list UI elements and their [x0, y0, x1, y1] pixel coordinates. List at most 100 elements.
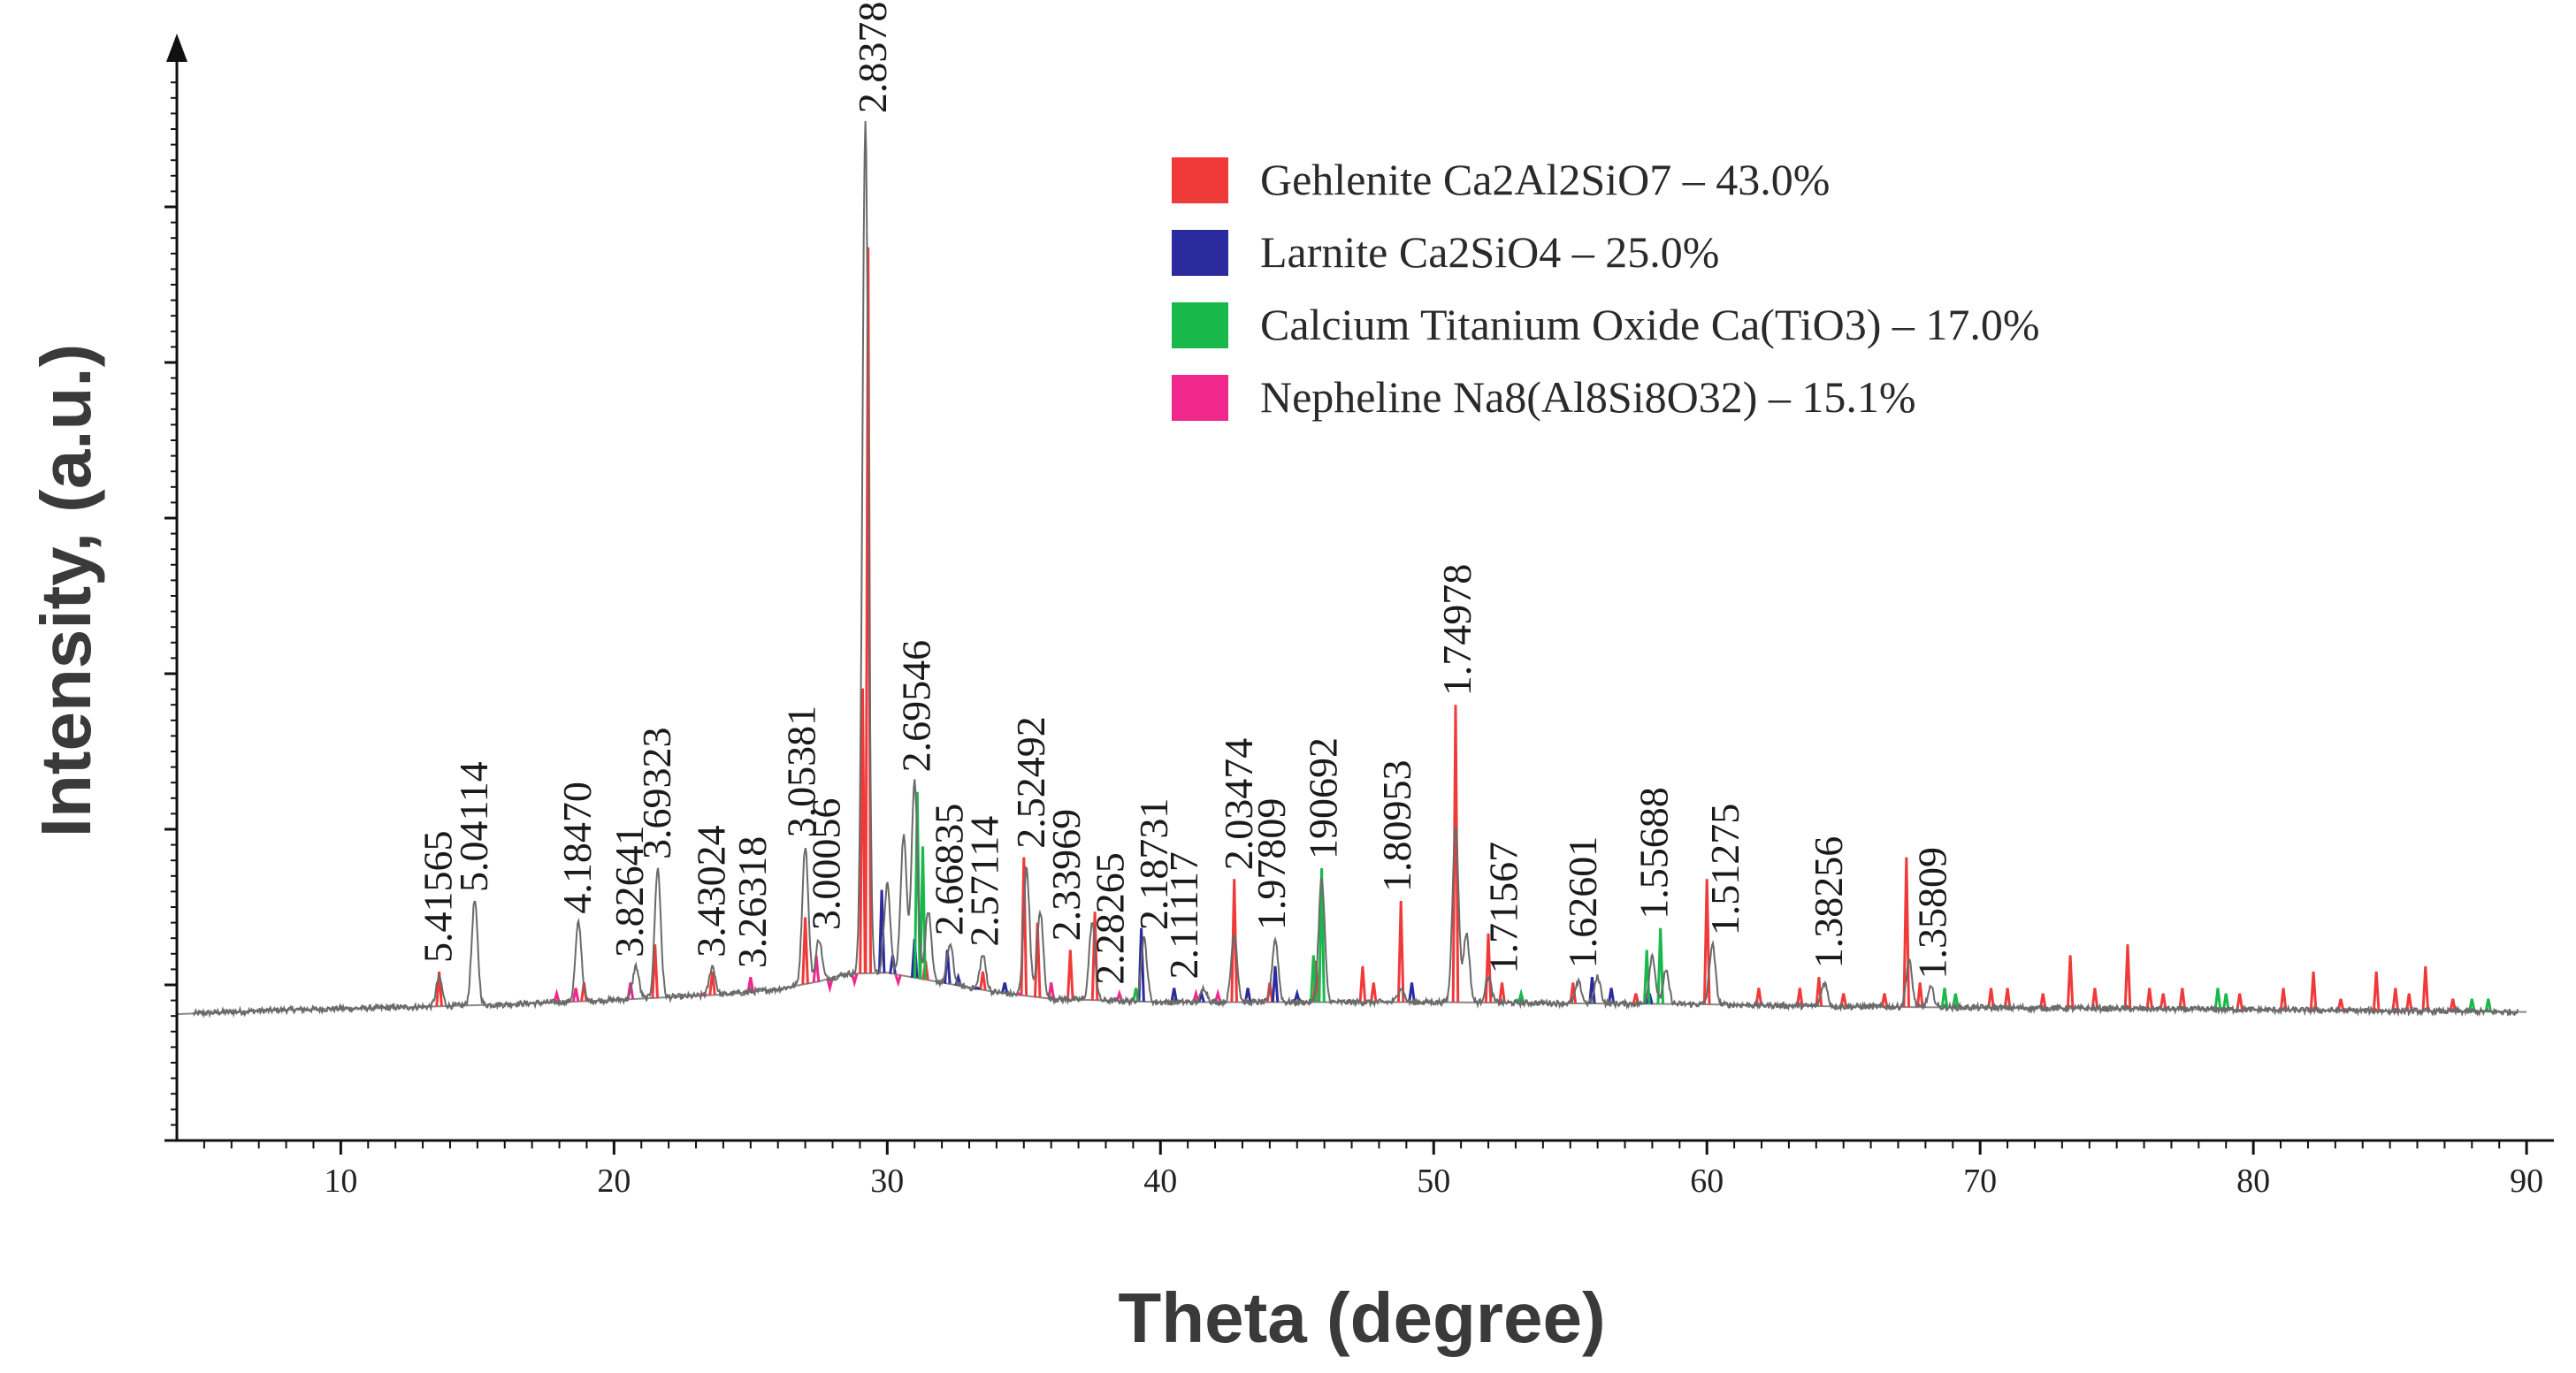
peak-label: 2.69546: [893, 640, 938, 773]
phase-peak: [2178, 988, 2187, 1010]
background-pattern-line: [176, 972, 2527, 1016]
legend-label: Larnite Ca2SiO4 – 25.0%: [1260, 227, 1719, 277]
phase-peak: [1213, 988, 1222, 1003]
legend-entry: Larnite Ca2SiO4 – 25.0%: [1172, 227, 1719, 277]
phase-peak: [851, 973, 859, 988]
phase-peak: [1358, 965, 1367, 1003]
phase-peak: [1318, 867, 1326, 1003]
phase-peak: [2222, 993, 2230, 1011]
phase-peak: [2468, 998, 2476, 1012]
phase-peak: [1656, 927, 1664, 1004]
legend-label: Calcium Titanium Oxide Ca(TiO3) – 17.0%: [1260, 300, 2040, 349]
peak-label: 3.69323: [634, 728, 679, 860]
y-axis-arrow-icon: [166, 34, 187, 62]
x-tick-label: 20: [597, 1163, 631, 1200]
peak-label: 2.03474: [1216, 738, 1261, 871]
phase-peak: [2279, 988, 2288, 1011]
phase-peak: [2123, 944, 2132, 1010]
legend: Gehlenite Ca2Al2SiO7 – 43.0% Larnite Ca2S…: [1172, 155, 2040, 422]
phase-peak: [1880, 993, 1889, 1008]
peak-label: 1.80953: [1374, 760, 1419, 893]
peak-label: 1.55688: [1632, 787, 1677, 919]
phase-peak: [1498, 982, 1506, 1003]
phase-peak: [2391, 988, 2400, 1011]
phase-peak: [2159, 993, 2167, 1010]
peak-label: 1.71567: [1481, 842, 1526, 974]
peak-label: 190692: [1301, 737, 1346, 859]
peak-label: 1.51275: [1702, 804, 1747, 936]
phase-peak: [1632, 993, 1640, 1004]
x-tick-label: 30: [870, 1163, 904, 1200]
phase-peak: [1451, 705, 1460, 1003]
peak-label: 2.66835: [926, 804, 971, 936]
phase-peak: [2421, 965, 2430, 1011]
phase-peak: [2213, 988, 2222, 1010]
phase-peak: [1952, 993, 1960, 1008]
x-tick-label: 70: [1963, 1163, 1997, 1200]
y-axis-title: Intensity, (a.u.): [27, 344, 105, 838]
phase-peak: [708, 971, 716, 995]
phase-peak: [2066, 955, 2075, 1009]
peak-label: 2.33969: [1043, 809, 1089, 942]
phase-peak: [979, 971, 987, 990]
phase-peak: [2336, 998, 2345, 1011]
peak-label: 5.41565: [416, 831, 461, 964]
phase-peak: [1370, 982, 1378, 1003]
peak-label: 3.82641: [607, 825, 652, 957]
phase-peak: [2091, 988, 2099, 1009]
phase-peak: [2484, 998, 2493, 1012]
phase-peak: [919, 846, 927, 980]
peak-label: 2.52492: [1008, 716, 1053, 849]
phase-peak: [2236, 993, 2243, 1011]
peak-label: 1.74978: [1434, 564, 1479, 697]
phase-peak: [1271, 965, 1280, 1003]
x-tick-label: 80: [2236, 1163, 2270, 1200]
x-tick-label: 90: [2510, 1163, 2543, 1200]
phase-peak: [1987, 988, 1995, 1008]
phase-peak: [1408, 982, 1416, 1003]
phase-peak: [2145, 988, 2153, 1010]
peak-label: 2.57114: [962, 816, 1007, 947]
phase-peak: [1915, 982, 1924, 1008]
phase-peak: [1754, 988, 1763, 1006]
axes: 10 20 30 40 50 60 70 80 90: [164, 34, 2554, 1200]
peak-label: 3.05381: [779, 706, 824, 838]
phase-peak: [1607, 988, 1616, 1004]
phase-peak: [1396, 900, 1405, 1003]
phase-peak: [1243, 988, 1252, 1003]
phase-peak: [1902, 857, 1910, 1008]
x-axis-title: Theta (degree): [1118, 1278, 1605, 1357]
phase-peak: [2309, 971, 2318, 1011]
peak-label: 4.18470: [554, 782, 600, 914]
phase-peak: [1293, 988, 1301, 1003]
x-axis-ticks: [203, 1140, 2528, 1155]
phase-peak: [2039, 993, 2047, 1009]
peak-label: 2.28265: [1088, 852, 1133, 985]
peak-label: 2.11117: [1161, 851, 1206, 979]
phase-peak: [1839, 993, 1847, 1007]
phase-peak: [1047, 982, 1055, 1000]
phase-peak: [553, 988, 561, 1003]
phase-peak: [746, 976, 755, 993]
phase-peak: [1588, 977, 1596, 1004]
peak-label: 2.83789: [850, 0, 895, 113]
phase-peak: [435, 971, 443, 1007]
peak-label: 1.38256: [1806, 836, 1851, 969]
x-axis-tick-labels: 10 20 30 40 50 60 70 80 90: [324, 1163, 2543, 1200]
phase-peak: [1000, 982, 1009, 994]
phase-peak: [859, 688, 867, 974]
peak-label: 3.43024: [689, 825, 734, 957]
phase-peak: [1569, 982, 1578, 1003]
legend-swatch: [1172, 230, 1228, 276]
legend-swatch: [1172, 375, 1228, 421]
observed-pattern-layer: [192, 120, 2519, 1018]
phase-peak: [1066, 950, 1074, 1000]
phase-peak: [1796, 988, 1804, 1006]
observed-pattern-line: [192, 120, 2519, 1018]
legend-label: Nepheline Na8(Al8Si8O32) – 15.1%: [1260, 372, 1916, 422]
legend-swatch: [1172, 157, 1228, 203]
peak-label: 1.35809: [1910, 847, 1955, 980]
phase-peak: [2405, 993, 2413, 1011]
